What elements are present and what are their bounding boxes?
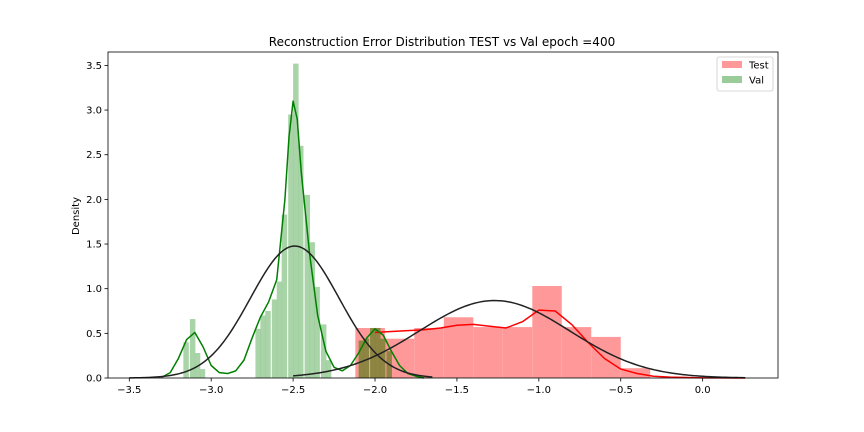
bar-overlap-20	[370, 327, 376, 378]
x-tick-label: −0.5	[609, 385, 633, 396]
bar-val-14	[309, 242, 315, 378]
bar-overlap-21	[375, 327, 381, 378]
y-tick-label: 2.5	[86, 150, 102, 161]
bar-val-5	[260, 315, 266, 378]
x-tick-label: −2.0	[363, 385, 387, 396]
bar-test-5	[502, 327, 533, 378]
bar-val-13	[304, 194, 311, 378]
kde-line-test	[374, 309, 746, 379]
bar-val-7	[271, 299, 278, 378]
y-tick-label: 0.5	[86, 329, 102, 340]
bar-overlap-19	[363, 338, 370, 378]
y-tick-label: 3.5	[86, 61, 102, 72]
bar-val-17	[325, 360, 332, 378]
bar-overlap-18	[358, 340, 365, 378]
axes-frame	[107, 51, 779, 379]
fit-curve-val	[129, 245, 433, 379]
y-tick-label: 2.0	[86, 195, 102, 206]
bar-test-2	[414, 327, 444, 378]
x-tick-label: −1.0	[527, 385, 551, 396]
x-tick-label: −3.0	[199, 385, 223, 396]
bar-val-4	[255, 328, 261, 378]
y-tick-label: 1.0	[86, 284, 102, 295]
y-axis: 0.0 0.5 1.0 1.5 2.0 2.5 3.0 3.5	[86, 61, 108, 385]
bar-test-6	[532, 286, 562, 378]
bar-val-8	[276, 281, 283, 378]
y-tick-label: 1.5	[86, 240, 102, 251]
x-tick-label: −1.5	[445, 385, 469, 396]
bar-val-16	[320, 324, 327, 378]
y-tick-label: 3.0	[86, 106, 102, 117]
bar-val-15	[314, 286, 320, 378]
bar-overlap-22	[379, 338, 386, 378]
bar-val-11	[293, 63, 299, 379]
plot-area	[129, 63, 746, 379]
bar-val-6	[265, 311, 271, 378]
x-axis: −3.5 −3.0 −2.5 −2.0 −1.5 −1.0 −0.5 0.0	[117, 378, 711, 396]
bar-val-12	[298, 145, 304, 378]
bar-test-4	[473, 327, 503, 378]
fit-curve-test	[293, 299, 746, 379]
x-tick-label: 0.0	[695, 385, 711, 396]
x-tick-label: −3.5	[117, 385, 141, 396]
legend-label-val: Val	[749, 76, 764, 87]
bar-val-9	[281, 214, 288, 378]
y-axis-label: Density	[71, 197, 82, 235]
x-tick-label: −2.5	[281, 385, 305, 396]
bar-val-3	[199, 369, 206, 378]
y-tick-label: 0.0	[86, 374, 102, 385]
legend: Test Val	[716, 56, 774, 92]
chart-title: Reconstruction Error Distribution TEST v…	[269, 35, 615, 49]
legend-label-test: Test	[748, 61, 769, 72]
legend-swatch-test	[722, 61, 742, 68]
bar-val-0	[183, 342, 189, 378]
bar-val-1	[189, 319, 196, 378]
legend-swatch-val	[722, 76, 742, 83]
